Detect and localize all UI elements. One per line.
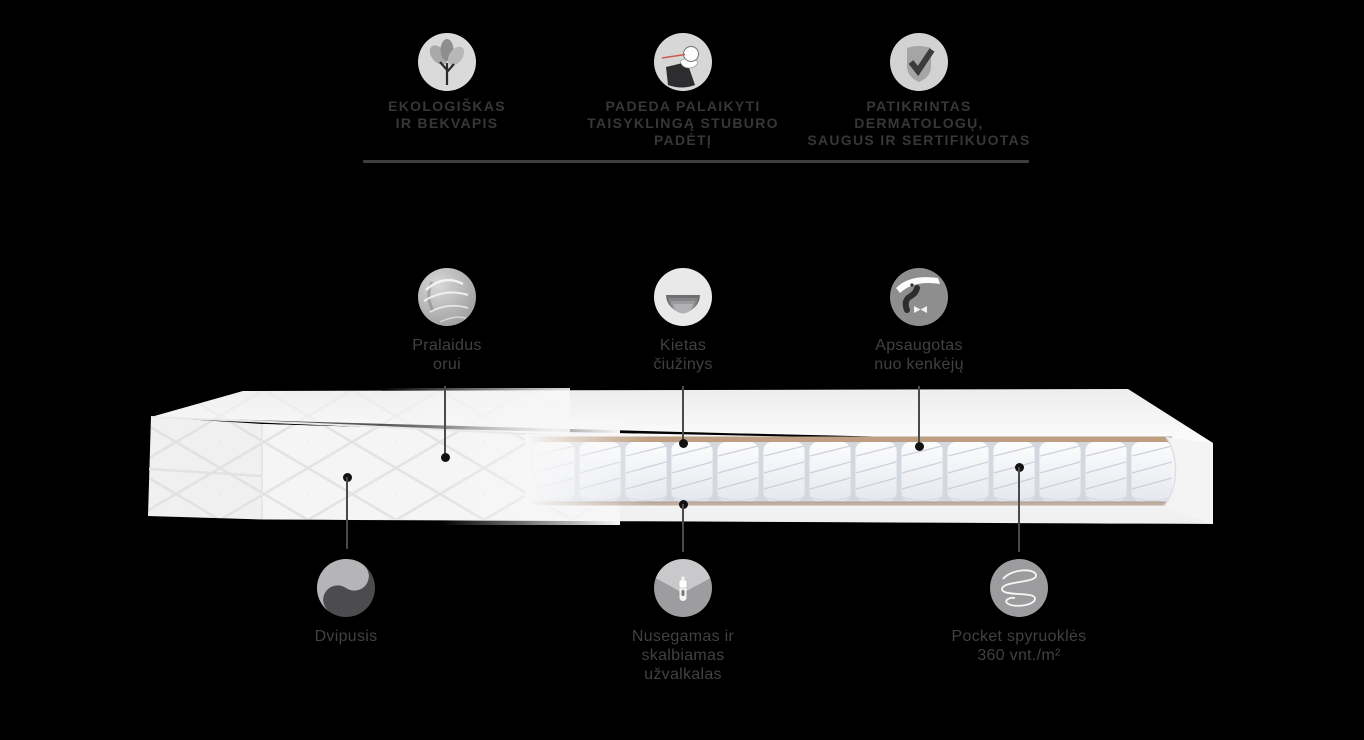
- callout-line-anti-pest: [918, 386, 920, 446]
- callout-dot-firm: [678, 438, 688, 448]
- callout-line-firm: [682, 386, 684, 443]
- callout-line-two-sided: [346, 477, 348, 549]
- callout-line-washable: [682, 504, 684, 552]
- callout-dot-anti-pest: [914, 441, 924, 451]
- callout-line-pocket-springs: [1018, 467, 1020, 552]
- callout-dot-breathable: [440, 452, 450, 462]
- callout-line-breathable: [444, 386, 446, 457]
- divider-line: [363, 160, 1029, 163]
